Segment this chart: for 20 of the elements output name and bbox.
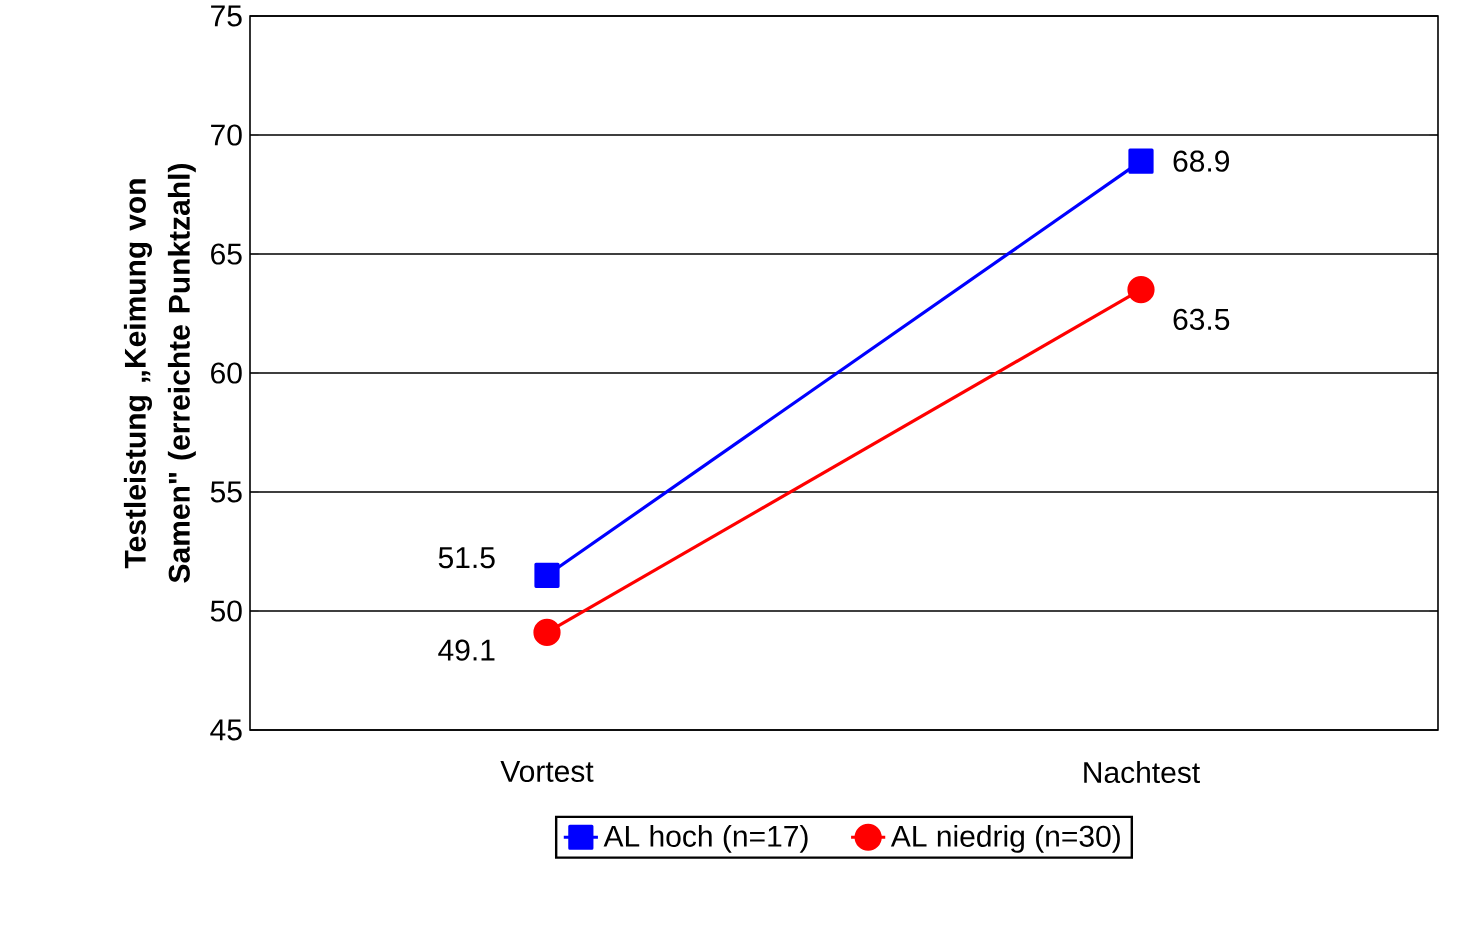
- y-tick-label: 50: [210, 600, 242, 622]
- legend-label: AL hoch (n=17): [603, 824, 808, 853]
- point: [1128, 148, 1154, 174]
- x-tick-label: Nachtest: [1084, 761, 1200, 784]
- point: [1127, 276, 1155, 304]
- data-label: 49.1: [438, 639, 495, 661]
- point: [533, 618, 561, 647]
- y-axis-title: Testleistung „Keimung von Samen" (erreichte Punktzahl): [123, 164, 196, 583]
- legend-label: AL niedrig (n=30): [890, 824, 1120, 853]
- y-tick-label: 65: [211, 243, 242, 265]
- y-tick-label: 60: [211, 362, 242, 384]
- point: [534, 562, 560, 588]
- y-tick-label: 70: [211, 124, 242, 146]
- y-tick-label: 75: [211, 5, 242, 27]
- data-label: 63.5: [1173, 308, 1230, 330]
- y-tick-label: 45: [210, 719, 242, 741]
- data-label: 68.9: [1173, 150, 1230, 172]
- data-label: 51.5: [438, 547, 495, 569]
- y-tick-label: 55: [210, 481, 242, 503]
- x-tick-label: Vortest: [500, 761, 594, 782]
